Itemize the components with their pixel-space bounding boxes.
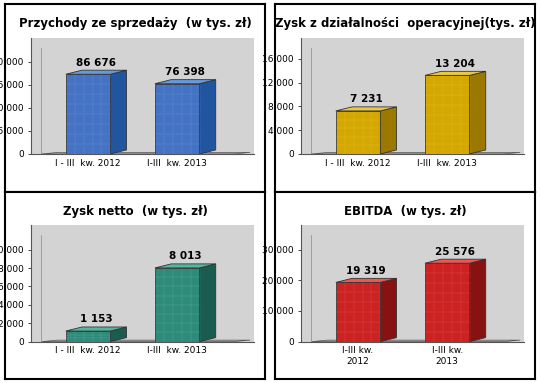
Polygon shape	[66, 70, 126, 74]
Polygon shape	[336, 278, 396, 282]
Bar	[336, 282, 380, 342]
Polygon shape	[336, 107, 396, 111]
Text: 25 576: 25 576	[435, 247, 475, 257]
Polygon shape	[66, 327, 126, 331]
Text: 86 676: 86 676	[76, 58, 116, 68]
Text: EBITDA  (w tys. zł): EBITDA (w tys. zł)	[343, 205, 467, 218]
Polygon shape	[380, 107, 396, 154]
Polygon shape	[469, 71, 485, 154]
Polygon shape	[155, 80, 215, 84]
Polygon shape	[425, 259, 485, 263]
Bar	[66, 331, 110, 342]
Text: Przychody ze sprzedaży  (w tys. zł): Przychody ze sprzedaży (w tys. zł)	[18, 17, 252, 30]
Polygon shape	[199, 264, 215, 342]
Bar	[155, 268, 199, 342]
Polygon shape	[425, 71, 485, 75]
Text: Zysk z działalności  operacyjnej(tys. zł): Zysk z działalności operacyjnej(tys. zł)	[275, 17, 535, 30]
Text: 8 013: 8 013	[169, 251, 201, 261]
Text: 1 153: 1 153	[80, 314, 112, 324]
Polygon shape	[155, 264, 215, 268]
Polygon shape	[380, 278, 396, 342]
Bar	[336, 111, 380, 154]
Text: 76 398: 76 398	[165, 67, 205, 77]
Polygon shape	[42, 152, 250, 154]
Polygon shape	[42, 340, 250, 342]
Text: Zysk netto  (w tys. zł): Zysk netto (w tys. zł)	[63, 205, 207, 218]
Polygon shape	[312, 340, 520, 342]
Polygon shape	[312, 152, 520, 154]
Polygon shape	[110, 327, 126, 342]
Polygon shape	[469, 259, 485, 342]
Text: 19 319: 19 319	[346, 266, 386, 276]
Text: 7 231: 7 231	[350, 94, 382, 104]
Polygon shape	[110, 70, 126, 154]
Polygon shape	[199, 80, 215, 154]
Bar	[425, 263, 469, 342]
Bar	[66, 74, 110, 154]
Text: 13 204: 13 204	[435, 59, 475, 69]
Bar	[425, 75, 469, 154]
Bar	[155, 84, 199, 154]
